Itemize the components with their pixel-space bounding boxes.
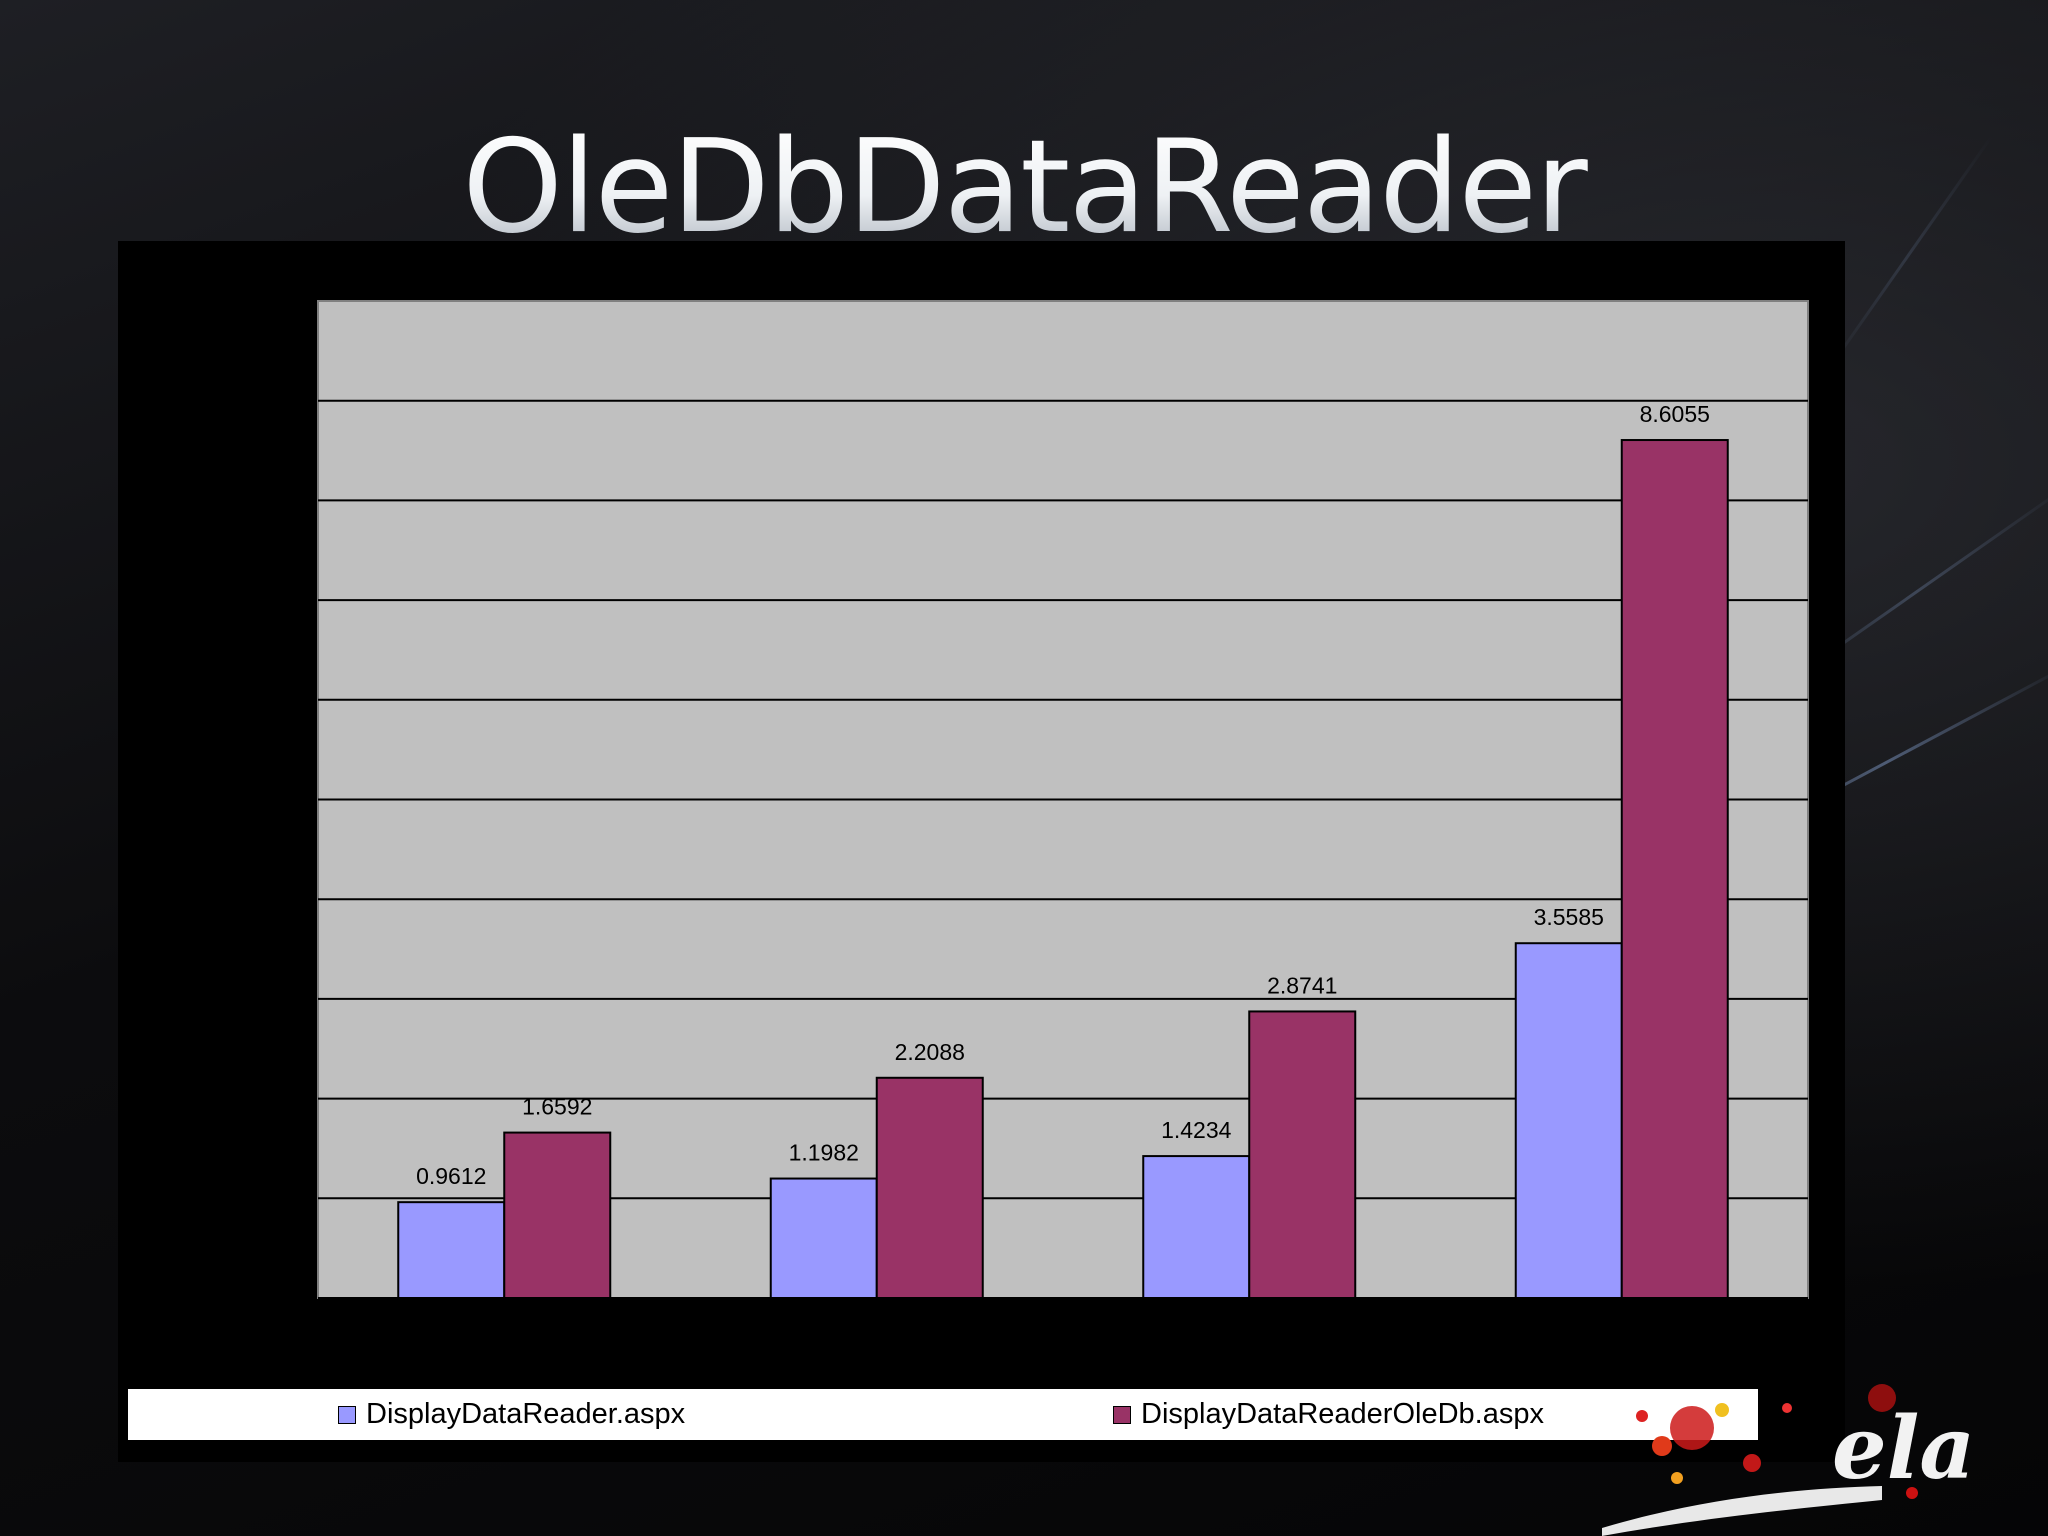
legend-swatch xyxy=(1113,1405,1131,1424)
bar-series-2 xyxy=(1248,1010,1357,1299)
data-label: 8.6055 xyxy=(1640,401,1710,427)
festival-logo-icon: ela xyxy=(1602,1384,1975,1536)
bar-chart: 0.9612 1.6592 1.1982 2.2088 1.4234 2.8741 3.55… xyxy=(317,300,1809,1300)
data-label: 1.6592 xyxy=(522,1094,592,1120)
slide-title: OleDbDataReader xyxy=(0,117,2048,259)
bar-series-2 xyxy=(503,1131,612,1299)
data-label: 1.1982 xyxy=(789,1140,859,1166)
legend-label: DisplayDataReaderOleDb.aspx xyxy=(1141,1398,1544,1430)
data-label: 2.8741 xyxy=(1267,972,1337,998)
bar-series-1 xyxy=(397,1201,506,1299)
legend-item-series-2: DisplayDataReaderOleDb.aspx xyxy=(1113,1389,1544,1440)
bar-labels: 0.9612 1.6592 1.1982 2.2088 1.4234 2.8741 3.55… xyxy=(416,401,1710,1189)
chart-legend: DisplayDataReader.aspx DisplayDataReader… xyxy=(128,1389,1758,1440)
bar-series-2 xyxy=(1620,439,1729,1299)
bar-series-1 xyxy=(1514,942,1623,1299)
legend-label: DisplayDataReader.aspx xyxy=(366,1398,686,1430)
data-label: 3.5585 xyxy=(1534,904,1604,930)
bar-series-2 xyxy=(875,1076,984,1300)
legend-item-series-1: DisplayDataReader.aspx xyxy=(338,1389,685,1440)
logo-text: ela xyxy=(1832,1398,1975,1499)
bar-series-1 xyxy=(1142,1155,1251,1300)
chart-frame: 0.9612 1.6592 1.1982 2.2088 1.4234 2.8741 3.55… xyxy=(118,241,1845,1462)
data-label: 0.9612 xyxy=(416,1163,486,1189)
data-label: 2.2088 xyxy=(895,1039,965,1065)
legend-swatch xyxy=(338,1405,356,1424)
bar-series-1 xyxy=(769,1177,878,1300)
bars xyxy=(397,439,1729,1300)
data-label: 1.4234 xyxy=(1161,1117,1232,1143)
